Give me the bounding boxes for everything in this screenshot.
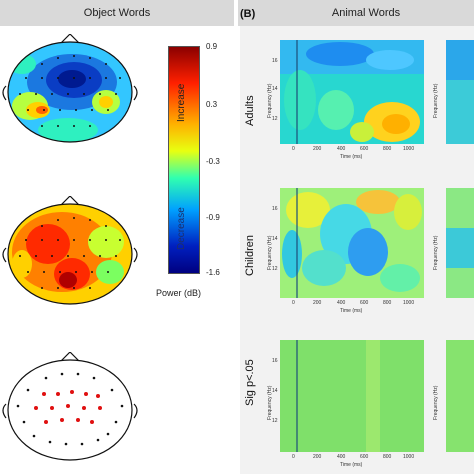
tf-ylabel: Frequency (Hz)	[433, 83, 439, 118]
tf-ylabel: Frequency (Hz)	[433, 235, 439, 270]
tf-xtick: 200	[313, 454, 322, 460]
tf-xtick: 0	[292, 300, 295, 306]
topomap-adults	[2, 34, 138, 143]
tf-xlabel: Time (ms)	[340, 308, 363, 314]
panel-b-label: (B)	[240, 8, 256, 20]
tf-xtick: 200	[313, 300, 322, 306]
object-words-title: Object Words	[83, 7, 151, 19]
colorbar-unit-label: Power (dB)	[156, 288, 202, 298]
tf-ytick: 12	[272, 418, 278, 424]
colorbar-tick: 0.3	[206, 100, 218, 109]
tf-xtick: 400	[337, 146, 346, 152]
colorbar-tick: -1.6	[206, 268, 220, 277]
tf-xlabel: Time (ms)	[340, 154, 363, 160]
tf-xtick: 800	[383, 300, 392, 306]
tf-ylabel: Frequency (Hz)	[433, 385, 439, 420]
tf-xtick: 1000	[403, 454, 415, 460]
row-label-significance: Sig p<.05	[244, 359, 256, 406]
tf-ytick: 14	[272, 86, 278, 92]
tf-plot-children-partial	[446, 188, 474, 298]
tf-xtick: 200	[313, 146, 322, 152]
tf-xtick: 400	[337, 300, 346, 306]
tf-plot-adults-partial	[446, 40, 474, 144]
electrode-map	[2, 352, 138, 461]
row-label-adults: Adults	[244, 95, 256, 126]
colorbar-decrease-label: Decrease	[176, 207, 187, 250]
colorbar-tick: 0.9	[206, 42, 218, 51]
colorbar-increase-label: Increase	[176, 83, 187, 122]
topomap-children	[2, 196, 138, 305]
animal-words-title: Animal Words	[331, 7, 401, 19]
tf-ytick: 14	[272, 388, 278, 394]
tf-xtick: 0	[292, 146, 295, 152]
colorbar-tick: -0.9	[206, 213, 220, 222]
tf-ytick: 16	[272, 206, 278, 212]
colorbar	[168, 46, 200, 274]
tf-xtick: 1000	[403, 146, 415, 152]
tf-xtick: 400	[337, 454, 346, 460]
tf-xtick: 800	[383, 146, 392, 152]
tf-plot-children	[280, 188, 424, 298]
colorbar-tick: -0.3	[206, 157, 220, 166]
tf-plot-significance-partial	[446, 340, 474, 452]
object-words-header: Object Words	[0, 0, 234, 26]
tf-ytick: 12	[272, 266, 278, 272]
tf-xtick: 0	[292, 454, 295, 460]
tf-xtick: 600	[360, 146, 369, 152]
animal-words-header: Animal Words	[238, 0, 474, 26]
tf-ytick: 12	[272, 116, 278, 122]
tf-ytick: 14	[272, 236, 278, 242]
tf-xtick: 600	[360, 300, 369, 306]
tf-xtick: 600	[360, 454, 369, 460]
tf-ytick: 16	[272, 58, 278, 64]
tf-plot-adults	[280, 40, 424, 144]
tf-xtick: 800	[383, 454, 392, 460]
row-label-children: Children	[244, 235, 256, 276]
panel-divider	[234, 0, 240, 474]
tf-plot-significance	[280, 340, 424, 452]
tf-xlabel: Time (ms)	[340, 462, 363, 468]
tf-ytick: 16	[272, 358, 278, 364]
tf-xtick: 1000	[403, 300, 415, 306]
